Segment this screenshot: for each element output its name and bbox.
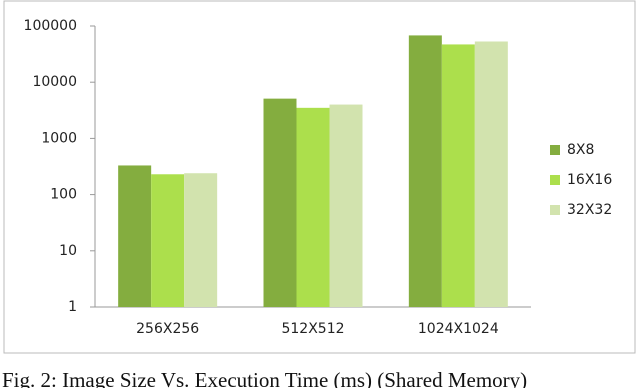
caption: Fig. 2: Image Size Vs. Execution Time (m…: [2, 368, 527, 388]
legend-swatch: [550, 205, 560, 215]
bar: [441, 44, 475, 307]
y-tick-label: 100000: [24, 18, 77, 34]
legend-label: 32X32: [567, 202, 612, 218]
bar: [329, 104, 363, 307]
bar: [184, 173, 218, 307]
y-tick-label: 1: [68, 299, 77, 315]
y-tick-label: 100: [50, 187, 77, 203]
bar: [408, 35, 442, 308]
y-tick-label: 10000: [32, 74, 77, 90]
bar: [118, 165, 152, 307]
legend-swatch: [550, 175, 560, 185]
legend-label: 16X16: [567, 172, 612, 188]
x-tick-label: 256X256: [136, 321, 199, 337]
y-tick-label: 1000: [41, 130, 77, 146]
bar: [263, 98, 297, 308]
chart-border: [3, 0, 636, 354]
bar: [296, 107, 330, 307]
y-tick-label: 10: [59, 243, 77, 259]
x-tick-label: 1024X1024: [418, 321, 499, 337]
bar: [474, 41, 508, 307]
legend-swatch: [550, 145, 560, 155]
legend-label: 8X8: [567, 142, 594, 158]
bar: [151, 174, 185, 307]
x-tick-label: 512X512: [281, 321, 344, 337]
